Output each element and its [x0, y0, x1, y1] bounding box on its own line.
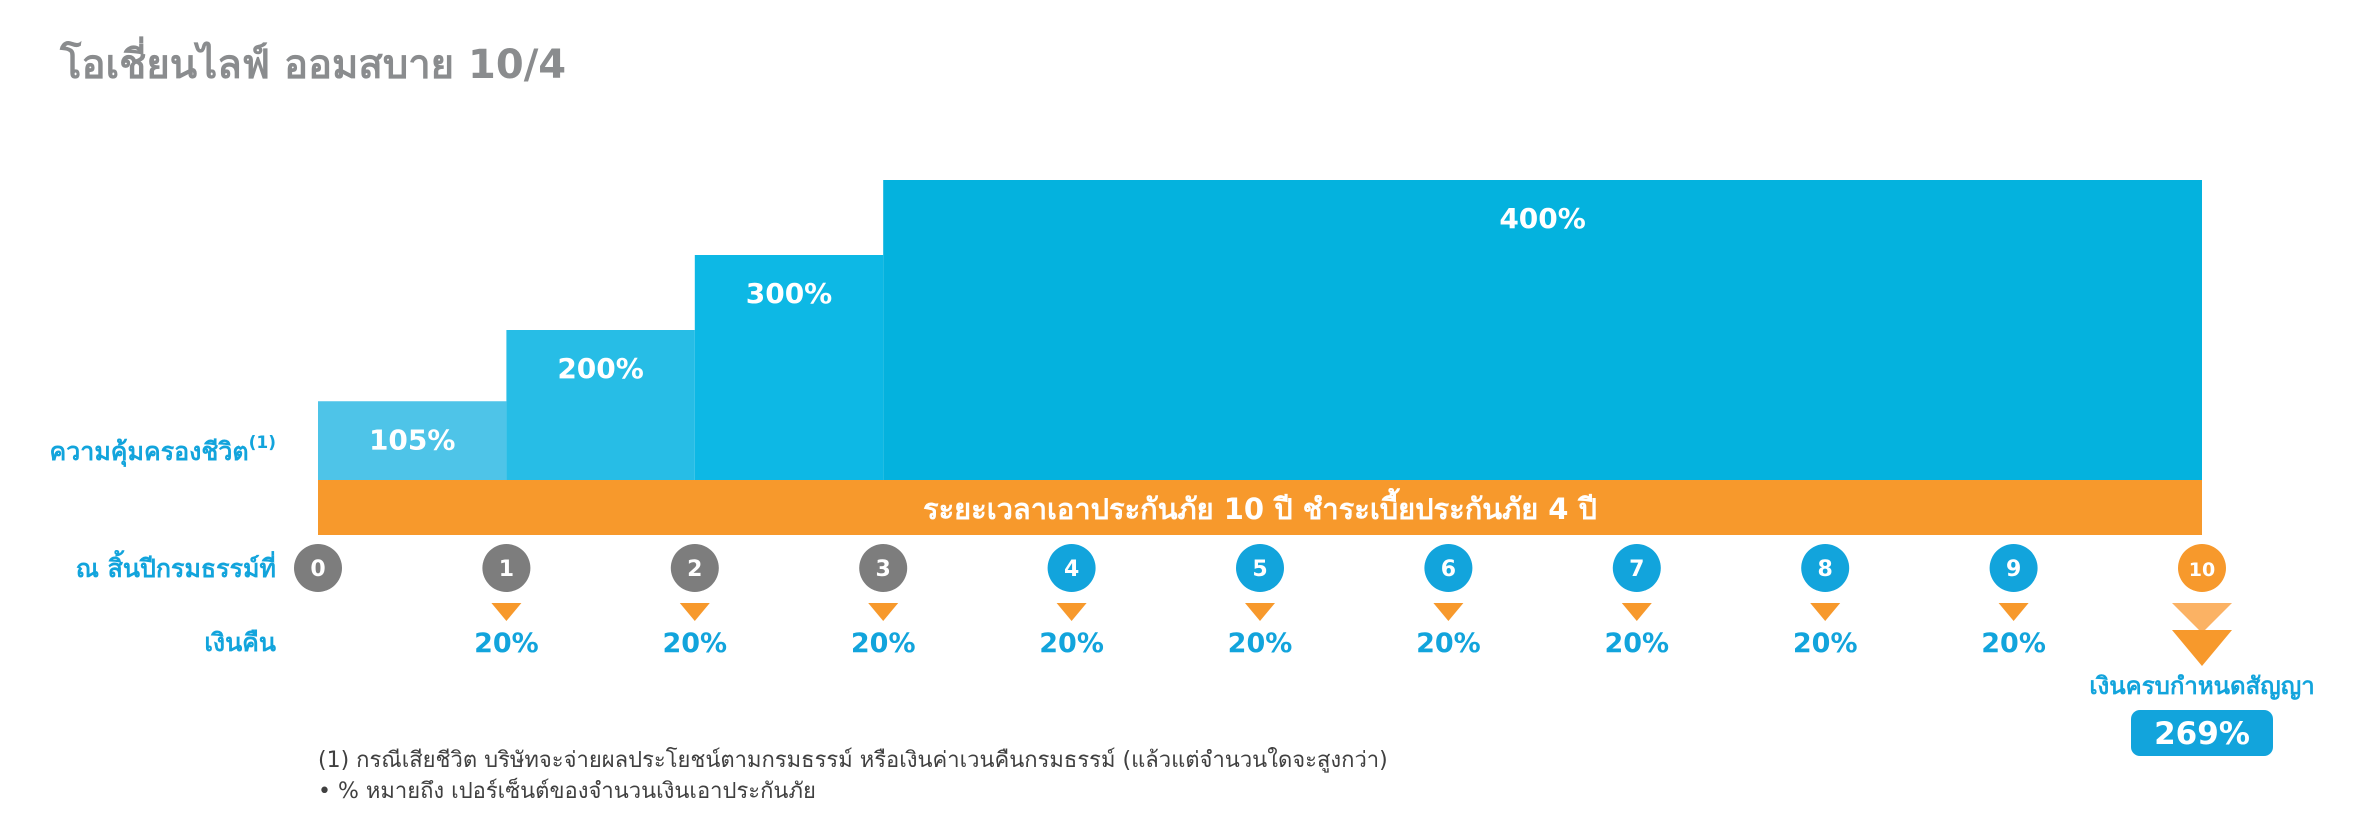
- year-marker-label: 4: [1064, 557, 1079, 582]
- year-marker-label: 0: [310, 557, 325, 582]
- coverage-bar: [318, 401, 507, 480]
- coverage-label-text: ความคุ้มครองชีวิต: [50, 437, 249, 468]
- year-marker: [1801, 544, 1850, 592]
- year-marker-label: 3: [876, 557, 891, 582]
- year-marker-label: 1: [499, 557, 514, 582]
- coverage-value-label: 200%: [557, 352, 644, 385]
- year-marker: [1047, 544, 1096, 592]
- year-marker: [670, 544, 719, 592]
- year-marker: [859, 544, 908, 592]
- cashback-arrow: [491, 603, 522, 621]
- year-row-label: ณ สิ้นปีกรมธรรม์ที่: [76, 549, 276, 583]
- cashback-arrow: [1433, 603, 1464, 621]
- year-marker-label: 10: [2189, 559, 2215, 581]
- cashback-value-label: 20%: [1604, 628, 1669, 659]
- year-marker: [482, 544, 531, 592]
- footnote-1: (1) กรณีเสียชีวิต บริษัทจะจ่ายผลประโยชน์…: [318, 748, 1388, 773]
- cashback-arrow: [1621, 603, 1652, 621]
- year-marker-label: 8: [1818, 557, 1833, 582]
- coverage-bar: [694, 255, 884, 480]
- year-marker-label: 5: [1252, 557, 1267, 582]
- year-marker-label: 2: [687, 557, 702, 582]
- cashback-arrow: [679, 603, 710, 621]
- cashback-value-label: 20%: [1228, 628, 1293, 659]
- footnote-2: • % หมายถึง เปอร์เซ็นต์ของจำนวนเงินเอาปร…: [318, 779, 816, 804]
- year-marker-label: 7: [1629, 557, 1644, 582]
- cashback-arrow: [1810, 603, 1841, 621]
- cashback-arrow: [1998, 603, 2029, 621]
- page-title: โอเชี่ยนไลฟ์ ออมสบาย 10/4: [60, 42, 567, 88]
- year-marker: [294, 544, 342, 592]
- cashback-value-label: 20%: [1039, 628, 1104, 659]
- cashback-value-label: 20%: [662, 628, 727, 659]
- coverage-bar: [506, 330, 695, 480]
- maturity-label: เงินครบกำหนดสัญญา: [2089, 672, 2314, 700]
- year-marker-label: 9: [2006, 557, 2021, 582]
- year-marker: [1612, 544, 1661, 592]
- year-marker: [1424, 544, 1473, 592]
- maturity-arrow-upper: [2172, 603, 2232, 633]
- coverage-value-label: 105%: [369, 423, 456, 456]
- coverage-label: ความคุ้มครองชีวิต(1): [50, 433, 276, 468]
- year-marker: [2178, 544, 2226, 592]
- cashback-value-label: 20%: [1416, 628, 1481, 659]
- cashback-value-label: 20%: [851, 628, 916, 659]
- cashback-arrow: [1245, 603, 1275, 621]
- policy-term-band-label: ระยะเวลาเอาประกันภัย 10 ปี ชำระเบี้ยประก…: [923, 487, 1597, 526]
- maturity-value-label: 269%: [2154, 716, 2250, 752]
- coverage-label-superscript: (1): [249, 433, 276, 453]
- year-marker-label: 6: [1441, 557, 1456, 582]
- cashback-row-label: เงินคืน: [204, 628, 276, 657]
- cashback-arrow: [1056, 603, 1087, 621]
- maturity-value-badge: [2131, 710, 2273, 756]
- year-marker: [1236, 544, 1284, 592]
- cashback-arrow: [868, 603, 899, 621]
- cashback-value-label: 20%: [1981, 628, 2046, 659]
- coverage-value-label: 400%: [1499, 202, 1586, 235]
- cashback-value-label: 20%: [474, 628, 539, 659]
- maturity-arrow-lower: [2172, 630, 2232, 666]
- cashback-value-label: 20%: [1793, 628, 1858, 659]
- year-marker: [1989, 544, 2038, 592]
- coverage-value-label: 300%: [746, 277, 833, 310]
- policy-term-band: [318, 480, 2202, 535]
- coverage-bar: [883, 180, 2203, 480]
- footnotes: (1) กรณีเสียชีวิต บริษัทจะจ่ายผลประโยชน์…: [318, 745, 1388, 807]
